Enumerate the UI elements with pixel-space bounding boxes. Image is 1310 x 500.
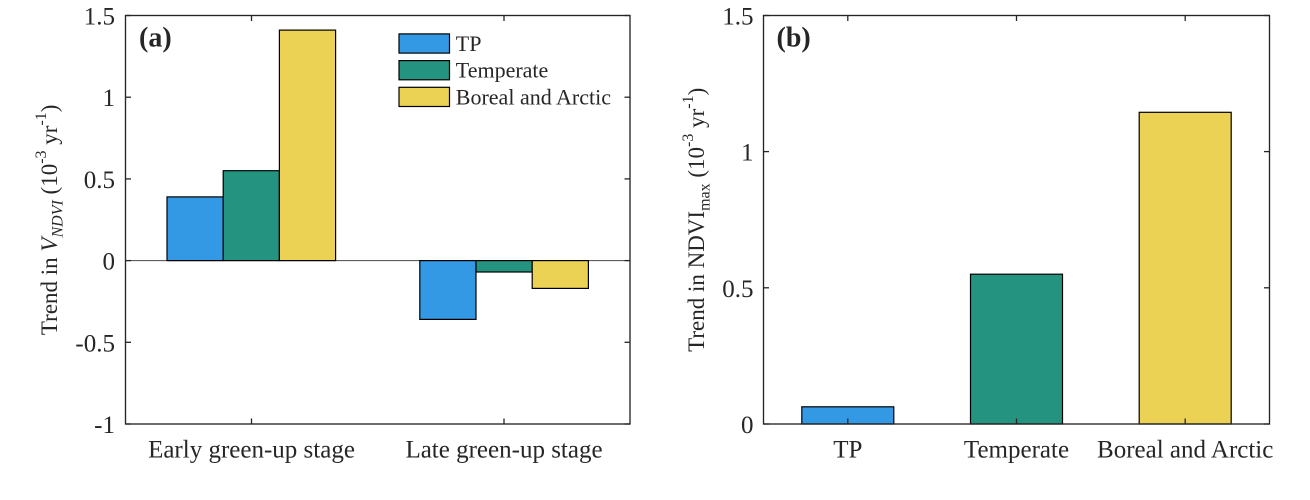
svg-text:TP: TP bbox=[833, 437, 862, 464]
svg-text:Temperate: Temperate bbox=[456, 58, 549, 83]
svg-text:Early green-up stage: Early green-up stage bbox=[148, 437, 355, 464]
svg-text:Boreal and Arctic: Boreal and Arctic bbox=[456, 84, 611, 109]
svg-text:-0.5: -0.5 bbox=[75, 330, 115, 357]
svg-text:0.5: 0.5 bbox=[84, 167, 115, 194]
svg-text:Temperate: Temperate bbox=[964, 437, 1069, 464]
svg-text:Trend in NDVImax (10-3 yr-1): Trend in NDVImax (10-3 yr-1) bbox=[680, 88, 714, 352]
svg-text:0: 0 bbox=[741, 412, 754, 439]
svg-text:1: 1 bbox=[741, 140, 754, 167]
svg-text:1.5: 1.5 bbox=[84, 4, 115, 31]
svg-text:(a): (a) bbox=[139, 23, 172, 54]
svg-text:Boreal and Arctic: Boreal and Arctic bbox=[1097, 437, 1273, 464]
svg-text:1.5: 1.5 bbox=[722, 4, 753, 31]
svg-text:(b): (b) bbox=[777, 23, 811, 54]
svg-text:0.5: 0.5 bbox=[722, 276, 753, 303]
svg-text:Late green-up stage: Late green-up stage bbox=[405, 437, 602, 464]
svg-text:TP: TP bbox=[456, 31, 482, 56]
svg-text:1: 1 bbox=[103, 85, 116, 112]
svg-text:-1: -1 bbox=[94, 412, 115, 439]
svg-text:0: 0 bbox=[103, 249, 116, 276]
